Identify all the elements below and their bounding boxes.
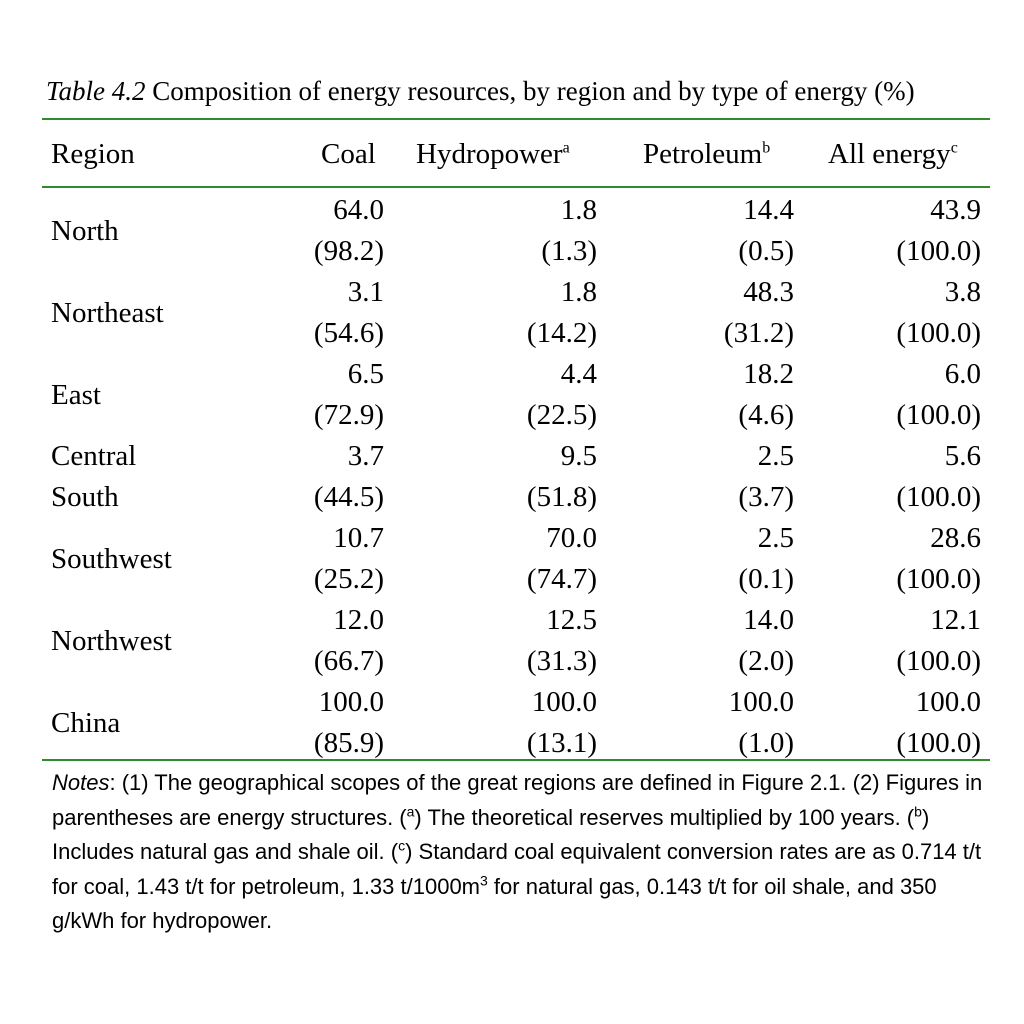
- table-caption: Table 4.2 Composition of energy resource…: [46, 76, 1016, 107]
- hydropower-share: (51.8): [526, 481, 597, 513]
- notes-text-1: : (1) The geographical scopes of the gre…: [52, 770, 983, 830]
- coal-value: 3.1: [347, 276, 384, 308]
- coal-share: (85.9): [313, 727, 384, 759]
- header-all-energy-note: c: [950, 139, 958, 157]
- header-all-energy-label: All energy: [828, 138, 951, 170]
- petroleum-share: (0.1): [738, 563, 794, 595]
- hydropower-share: (13.1): [526, 727, 597, 759]
- hydropower-share: (1.3): [541, 235, 597, 267]
- all-energy-share: (100.0): [896, 481, 981, 513]
- petroleum-value: 14.4: [743, 194, 794, 226]
- petroleum-share: (1.0): [738, 727, 794, 759]
- all-energy-value: 28.6: [930, 522, 981, 554]
- coal-share: (54.6): [313, 317, 384, 349]
- superscript-3: 3: [480, 872, 488, 889]
- notes-text-4: ) Standard coal equivalent conversion ra…: [52, 839, 982, 899]
- all-energy-value: 100.0: [915, 686, 981, 718]
- bottom-rule: [42, 759, 990, 761]
- coal-share: (98.2): [313, 235, 384, 267]
- region-label: Northwest: [51, 624, 172, 657]
- top-rule: [42, 118, 990, 120]
- all-energy-value: 43.9: [930, 194, 981, 226]
- petroleum-share: (4.6): [738, 399, 794, 431]
- hydropower-value: 4.4: [560, 358, 597, 390]
- table-notes: Notes: (1) The geographical scopes of th…: [52, 766, 997, 939]
- hydropower-value: 1.8: [560, 276, 597, 308]
- petroleum-value: 18.2: [743, 358, 794, 390]
- petroleum-share: (0.5): [738, 235, 794, 267]
- header-region: Region: [51, 138, 135, 170]
- header-petroleum: Petroleumb: [643, 140, 770, 169]
- all-energy-share: (100.0): [896, 317, 981, 349]
- header-petroleum-note: b: [762, 139, 771, 157]
- all-energy-value: 6.0: [944, 358, 981, 390]
- region-label: Central: [51, 440, 137, 472]
- coal-share: (66.7): [313, 645, 384, 677]
- region-label: Southwest: [51, 542, 172, 575]
- header-coal: Coal: [321, 138, 376, 170]
- coal-value: 3.7: [347, 440, 384, 472]
- petroleum-value: 2.5: [757, 522, 794, 554]
- region-label: China: [51, 706, 121, 739]
- region-label: Northeast: [51, 296, 164, 329]
- notes-text-5: for natural gas, 0.143 t/t for oil shale…: [52, 873, 937, 934]
- header-all-energy: All energyc: [828, 140, 958, 169]
- region-label: South: [51, 481, 119, 513]
- notes-label: Notes: [52, 770, 110, 795]
- hydropower-value: 100.0: [531, 686, 597, 718]
- coal-share: (72.9): [313, 399, 384, 431]
- coal-value: 10.7: [333, 522, 384, 554]
- hydropower-value: 70.0: [546, 522, 597, 554]
- petroleum-share: (3.7): [738, 481, 794, 513]
- all-energy-value: 5.6: [944, 440, 981, 472]
- hydropower-share: (22.5): [526, 399, 597, 431]
- petroleum-value: 100.0: [728, 686, 794, 718]
- header-hydropower: Hydropowera: [416, 140, 570, 169]
- petroleum-share: (2.0): [738, 645, 794, 677]
- hydropower-value: 1.8: [560, 194, 597, 226]
- all-energy-share: (100.0): [896, 727, 981, 759]
- all-energy-value: 3.8: [944, 276, 981, 308]
- hydropower-share: (14.2): [526, 317, 597, 349]
- petroleum-value: 14.0: [743, 604, 794, 636]
- coal-value: 12.0: [333, 604, 384, 636]
- petroleum-value: 48.3: [743, 276, 794, 308]
- header-hydropower-label: Hydropower: [416, 138, 563, 170]
- all-energy-share: (100.0): [896, 563, 981, 595]
- coal-value: 100.0: [318, 686, 384, 718]
- all-energy-share: (100.0): [896, 645, 981, 677]
- petroleum-share: (31.2): [723, 317, 794, 349]
- note-marker-c: c: [398, 837, 406, 854]
- table-number: Table 4.2: [46, 76, 146, 106]
- coal-value: 64.0: [333, 194, 384, 226]
- note-marker-a: a: [406, 803, 415, 820]
- table-title: Composition of energy resources, by regi…: [145, 76, 915, 106]
- coal-share: (25.2): [313, 563, 384, 595]
- region-label: North: [51, 214, 119, 247]
- region-label: East: [51, 378, 101, 411]
- header-petroleum-label: Petroleum: [643, 138, 763, 170]
- coal-share: (44.5): [313, 481, 384, 513]
- hydropower-value: 9.5: [560, 440, 597, 472]
- hydropower-share: (74.7): [526, 563, 597, 595]
- hydropower-share: (31.3): [526, 645, 597, 677]
- note-marker-b: b: [914, 803, 922, 820]
- notes-text-2: ) The theoretical reserves multiplied by…: [414, 804, 915, 830]
- header-rule: [42, 186, 990, 188]
- hydropower-value: 12.5: [546, 604, 597, 636]
- all-energy-share: (100.0): [896, 399, 981, 431]
- coal-value: 6.5: [347, 358, 384, 390]
- notes-text-3: ) Includes natural gas and shale oil. (: [52, 804, 930, 865]
- all-energy-value: 12.1: [930, 604, 981, 636]
- all-energy-share: (100.0): [896, 235, 981, 267]
- petroleum-value: 2.5: [757, 440, 794, 472]
- header-hydropower-note: a: [562, 139, 570, 157]
